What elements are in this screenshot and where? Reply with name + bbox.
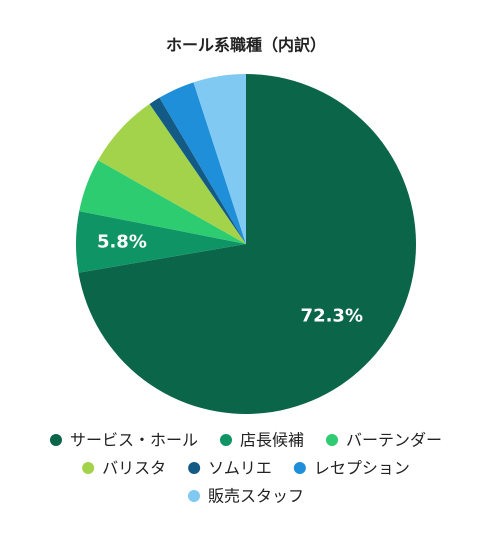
- legend-item: レセプション: [293, 459, 410, 478]
- legend-label: レセプション: [314, 459, 410, 478]
- pie-slice: [75, 211, 246, 273]
- legend-label: 販売スタッフ: [208, 487, 304, 506]
- pie-slice: [193, 74, 246, 244]
- legend-marker: [293, 462, 306, 474]
- legend-item: 販売スタッフ: [187, 487, 304, 506]
- legend-item: バーテンダー: [326, 431, 442, 450]
- legend-item: 店長候補: [219, 431, 304, 450]
- legend-label: サービス・ホール: [70, 431, 198, 450]
- data-label: 72.3%: [301, 305, 363, 326]
- pie-slice: [79, 160, 246, 244]
- legend-marker: [82, 462, 95, 474]
- legend-item: バリスタ: [82, 459, 166, 478]
- legend-item: サービス・ホール: [49, 431, 198, 450]
- pie-slice: [78, 74, 416, 415]
- legend-marker: [219, 434, 232, 446]
- legend-marker: [188, 462, 201, 474]
- legend-label: ソムリエ: [208, 459, 272, 478]
- legend-label: 店長候補: [240, 431, 304, 450]
- pie-slice: [159, 82, 246, 244]
- legend-marker: [326, 434, 339, 446]
- legend-marker: [187, 490, 200, 502]
- data-label: 5.8%: [97, 231, 147, 252]
- pie-slice: [98, 103, 247, 245]
- legend-marker: [49, 434, 62, 446]
- legend-label: バーテンダー: [346, 431, 442, 450]
- pie-slice: [149, 97, 246, 244]
- legend-item: ソムリエ: [188, 459, 272, 478]
- legend-label: バリスタ: [102, 459, 166, 478]
- chart-title: ホール系職種（内訳）: [166, 36, 326, 55]
